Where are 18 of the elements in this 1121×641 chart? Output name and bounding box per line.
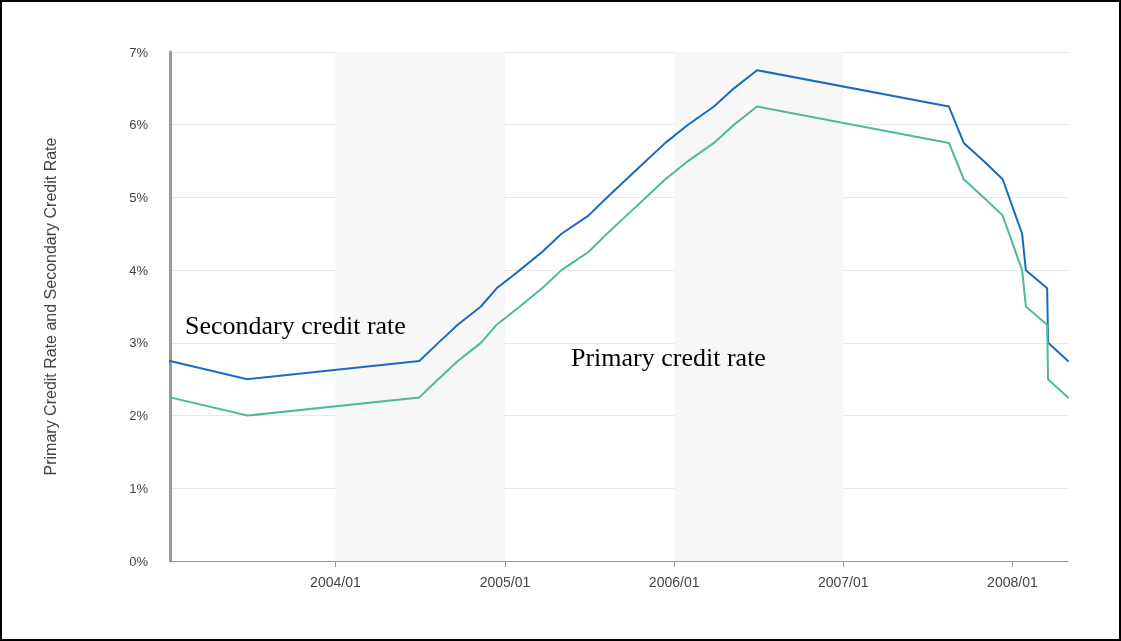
y-tick-label: 1%: [129, 480, 149, 496]
text: Primary credit rate: [571, 342, 766, 372]
line-series: [169, 69, 1069, 381]
x-tick-label: 2004/01: [310, 574, 361, 590]
x-tick-label: 2007/01: [817, 574, 869, 590]
x-tick-label: 2008/01: [987, 574, 1038, 590]
y-tick-label: 5%: [129, 189, 149, 205]
y-axis-title: Primary Credit Rate and Secondary Credit Rate: [41, 137, 59, 476]
x-tick-label: 2006/01: [648, 574, 700, 590]
line-series: [169, 105, 1069, 417]
y-tick-label: 7%: [129, 44, 149, 60]
y-tick-label: 2%: [129, 408, 149, 424]
y-tick-label: 4%: [129, 262, 149, 278]
y-tick-label: 3%: [129, 335, 149, 351]
x-tick-label: 2005/01: [479, 574, 531, 590]
series-label: Secondary credit rate: [185, 310, 406, 340]
y-tick-label: 6%: [129, 117, 149, 133]
y-tick-label: 0%: [129, 553, 149, 569]
